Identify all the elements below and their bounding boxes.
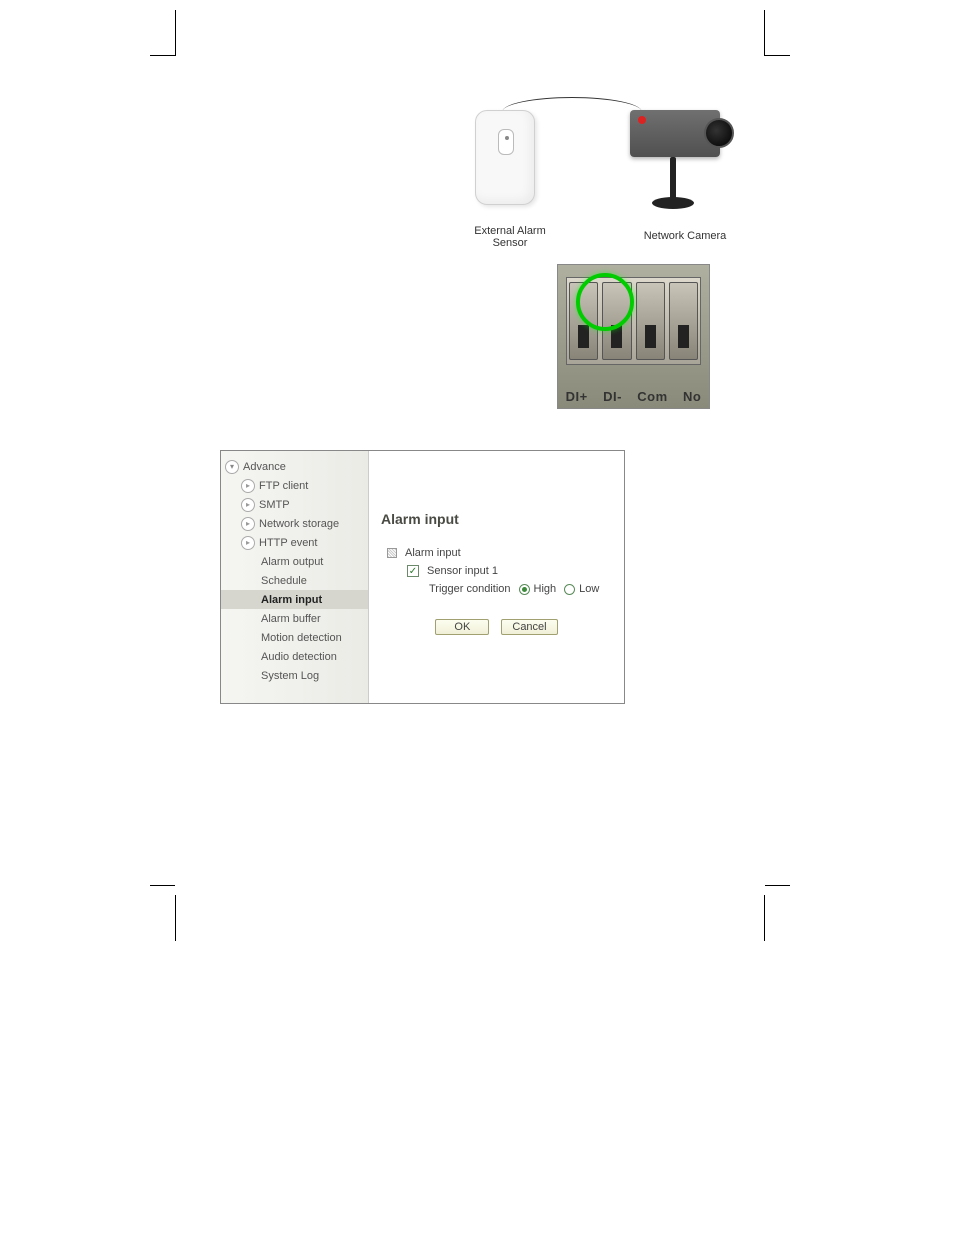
- sidebar-item-alarm-output[interactable]: Alarm output: [221, 552, 368, 571]
- camera-icon: [630, 110, 720, 157]
- sidebar-item-alarm-input[interactable]: Alarm input: [221, 590, 368, 609]
- sidebar-item-alarm-buffer[interactable]: Alarm buffer: [221, 609, 368, 628]
- alarm-sensor-icon: [475, 110, 535, 205]
- sidebar-item-label: Advance: [243, 461, 286, 473]
- crop-mark: [175, 895, 176, 941]
- panel-title: Alarm input: [381, 511, 612, 527]
- sidebar-item-label: Motion detection: [261, 632, 342, 644]
- sidebar-item-label: Alarm output: [261, 556, 323, 568]
- sidebar-item-label: Audio detection: [261, 651, 337, 663]
- crop-mark: [175, 10, 176, 56]
- sidebar-item-ftp-client[interactable]: FTP client: [221, 476, 368, 495]
- settings-sidebar: Advance FTP client SMTP Network storage HTT…: [221, 451, 369, 703]
- camera-label: Network Camera: [620, 230, 750, 242]
- terminal-label: Com: [637, 389, 667, 404]
- sidebar-item-label: FTP client: [259, 480, 308, 492]
- camera-base-icon: [652, 197, 694, 209]
- sidebar-item-label: HTTP event: [259, 537, 318, 549]
- group-icon: [387, 548, 397, 558]
- sensor-input-label: Sensor input 1: [427, 565, 498, 577]
- sidebar-item-advance[interactable]: Advance: [221, 457, 368, 476]
- crop-mark: [150, 885, 175, 886]
- crop-mark: [150, 55, 175, 56]
- alarm-input-config-window: Advance FTP client SMTP Network storage HTT…: [220, 450, 625, 704]
- sensor-input-checkbox[interactable]: [407, 565, 419, 577]
- sidebar-item-label: System Log: [261, 670, 319, 682]
- highlight-circle-icon: [576, 273, 634, 331]
- ok-button[interactable]: OK: [435, 619, 489, 635]
- terminal-label: DI-: [603, 389, 622, 404]
- terminal-block-photo: DI+ DI- Com No: [557, 264, 710, 409]
- terminal-slot: [636, 282, 665, 360]
- sidebar-item-motion-detection[interactable]: Motion detection: [221, 628, 368, 647]
- terminal-labels: DI+ DI- Com No: [558, 389, 709, 404]
- sidebar-item-label: Schedule: [261, 575, 307, 587]
- trigger-low-label: Low: [579, 583, 599, 595]
- group-label: Alarm input: [405, 547, 461, 559]
- trigger-low-radio[interactable]: [564, 584, 575, 595]
- expand-icon: [241, 536, 255, 550]
- crop-mark: [764, 10, 765, 56]
- alarm-input-panel: Alarm input Alarm input Sensor input 1 T…: [369, 451, 624, 703]
- sidebar-item-system-log[interactable]: System Log: [221, 666, 368, 685]
- terminal-label: DI+: [566, 389, 588, 404]
- sidebar-item-schedule[interactable]: Schedule: [221, 571, 368, 590]
- expand-icon: [241, 479, 255, 493]
- expand-icon: [241, 498, 255, 512]
- trigger-high-label: High: [534, 583, 557, 595]
- chevron-down-icon: [225, 460, 239, 474]
- crop-mark: [765, 885, 790, 886]
- sidebar-item-label: Alarm input: [261, 594, 322, 606]
- connection-diagram: External AlarmSensor Network Camera: [455, 95, 755, 245]
- expand-icon: [241, 517, 255, 531]
- sidebar-item-network-storage[interactable]: Network storage: [221, 514, 368, 533]
- sidebar-item-label: SMTP: [259, 499, 290, 511]
- trigger-high-radio[interactable]: [519, 584, 530, 595]
- terminal-label: No: [683, 389, 701, 404]
- cancel-button[interactable]: Cancel: [501, 619, 557, 635]
- sidebar-item-label: Alarm buffer: [261, 613, 321, 625]
- camera-mount-icon: [670, 157, 676, 202]
- trigger-condition-label: Trigger condition: [429, 583, 511, 595]
- sidebar-item-smtp[interactable]: SMTP: [221, 495, 368, 514]
- sensor-label: External AlarmSensor: [455, 225, 565, 249]
- terminal-slot: [669, 282, 698, 360]
- sidebar-item-audio-detection[interactable]: Audio detection: [221, 647, 368, 666]
- crop-mark: [765, 55, 790, 56]
- sidebar-item-label: Network storage: [259, 518, 339, 530]
- sidebar-item-http-event[interactable]: HTTP event: [221, 533, 368, 552]
- crop-mark: [764, 895, 765, 941]
